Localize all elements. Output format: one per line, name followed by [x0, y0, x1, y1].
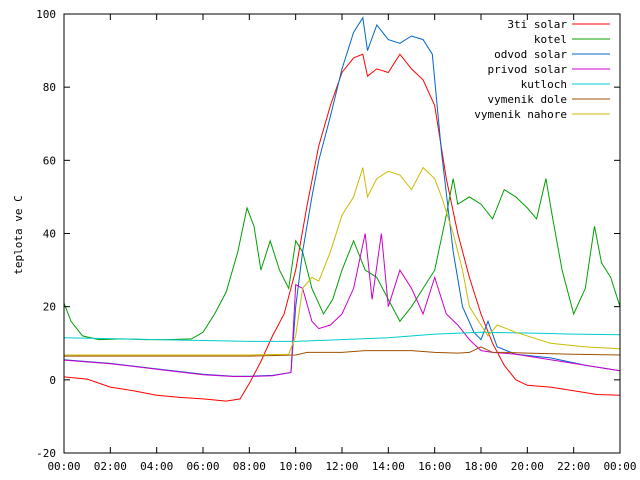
y-axis-label: teplota ve C [12, 195, 25, 274]
y-tick-label: 40 [43, 228, 56, 241]
legend-label-0: 3ti solar [507, 18, 567, 31]
x-tick-label: 10:00 [279, 460, 312, 473]
legend-label-4: kutloch [521, 78, 567, 91]
series-line-6 [64, 166, 620, 356]
y-tick-label: -20 [36, 447, 56, 460]
x-tick-label: 22:00 [557, 460, 590, 473]
series-line-3 [64, 233, 620, 377]
x-tick-label: 18:00 [464, 460, 497, 473]
x-tick-label: 02:00 [94, 460, 127, 473]
x-tick-label: 00:00 [47, 460, 80, 473]
legend-label-5: vymenik dole [488, 93, 567, 106]
x-tick-label: 00:00 [603, 460, 636, 473]
series-line-5 [64, 346, 620, 357]
y-tick-label: 0 [49, 374, 56, 387]
axes-layer: -20 0 20 40 60 80 100 00:00 02:00 04:00 06:00 08:00… [36, 8, 636, 473]
y-tick-label: 20 [43, 301, 56, 314]
x-tick-label: 16:00 [418, 460, 451, 473]
legend-label-2: odvod solar [494, 48, 567, 61]
legend-label-6: vymenik nahore [474, 108, 567, 121]
x-tick-label: 08:00 [233, 460, 266, 473]
legend: 3ti solar kotel odvod solar privod solar kut… [474, 18, 610, 121]
legend-label-3: privod solar [488, 63, 568, 76]
legend-label-1: kotel [534, 33, 567, 46]
y-tick-label: 80 [43, 81, 56, 94]
series-layer [64, 16, 620, 402]
x-tick-label: 06:00 [186, 460, 219, 473]
x-tick-label: 20:00 [511, 460, 544, 473]
series-line-1 [64, 178, 620, 341]
x-tick-label: 04:00 [140, 460, 173, 473]
x-tick-label: 14:00 [372, 460, 405, 473]
y-tick-label: 100 [36, 8, 56, 21]
y-tick-label: 60 [43, 154, 56, 167]
x-tick-label: 12:00 [325, 460, 358, 473]
series-line-0 [64, 53, 620, 402]
series-line-4 [64, 331, 620, 342]
